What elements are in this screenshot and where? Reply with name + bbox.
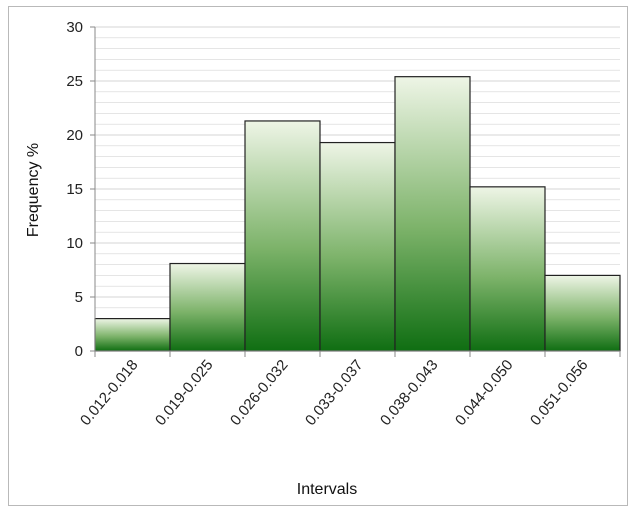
x-tick-label: 0.044-0.050	[452, 357, 516, 429]
axes	[90, 26, 621, 357]
bar-0.051-0.056	[544, 274, 621, 352]
x-tick-label: 0.051-0.056	[527, 357, 591, 429]
x-tick-labels: 0.012-0.018 0.019-0.025 0.026-0.032 0.033-0…	[77, 357, 591, 429]
x-axis-title: Intervals	[297, 481, 357, 498]
y-tick-label: 20	[66, 127, 83, 144]
y-tick-label: 25	[66, 73, 83, 90]
bars	[94, 76, 621, 352]
y-tick-label: 30	[66, 19, 83, 36]
bar-0.038-0.043	[394, 76, 471, 352]
x-tick-label: 0.012-0.018	[77, 357, 141, 429]
bar-0.026-0.032	[244, 120, 321, 352]
bar-0.019-0.025	[169, 262, 246, 352]
x-tick-label: 0.033-0.037	[302, 357, 366, 429]
y-axis-title: Frequency %	[25, 143, 42, 237]
bar-0.033-0.037	[319, 141, 396, 352]
x-tick-label: 0.019-0.025	[152, 357, 216, 429]
x-tick-label: 0.026-0.032	[227, 357, 291, 429]
y-tick-labels: 0 5 10 15 20 25 30	[66, 19, 83, 360]
bar-0.044-0.050	[469, 186, 546, 352]
y-tick-label: 5	[75, 289, 83, 306]
y-tick-label: 10	[66, 235, 83, 252]
x-tick-label: 0.038-0.043	[377, 357, 441, 429]
y-tick-label: 15	[66, 181, 83, 198]
y-tick-label: 0	[75, 343, 83, 360]
bar-0.012-0.018	[94, 318, 171, 352]
